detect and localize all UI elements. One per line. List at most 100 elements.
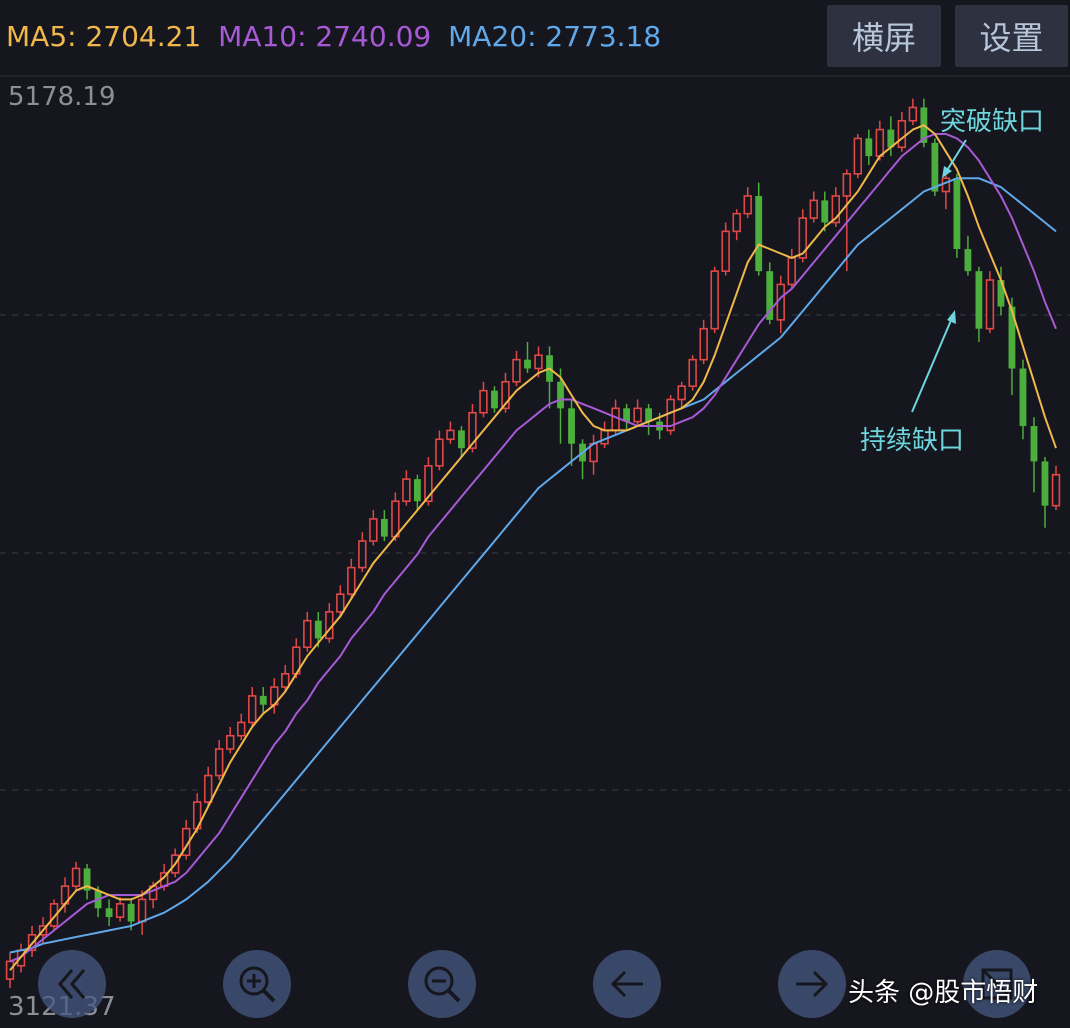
- candle: [897, 111, 907, 152]
- candle: [479, 381, 488, 418]
- candle: [821, 191, 829, 232]
- candle: [259, 687, 267, 714]
- candle-body: [534, 354, 543, 370]
- candle-body: [214, 748, 224, 777]
- candle-body: [71, 867, 81, 887]
- candle-body: [137, 898, 147, 923]
- candle: [237, 713, 246, 741]
- candle: [853, 134, 863, 179]
- candle-body: [391, 500, 400, 538]
- candle-body: [303, 619, 312, 649]
- landscape-button[interactable]: 横屏: [827, 5, 941, 67]
- candle: [181, 819, 191, 860]
- candle-body: [787, 257, 796, 286]
- continuation-gap-arrowhead: [947, 310, 956, 324]
- candle-body: [743, 195, 752, 215]
- candle-body: [336, 593, 345, 613]
- candle: [953, 173, 961, 258]
- watermark: 头条 @股市悟财: [848, 978, 1039, 1008]
- ma5-line: [9, 124, 1057, 971]
- candle-body: [402, 478, 411, 503]
- y-max-label: 5178.19: [8, 82, 116, 112]
- candle: [831, 187, 841, 227]
- candle-body: [446, 429, 455, 441]
- candle: [557, 368, 564, 444]
- ma20-line: [9, 177, 1057, 954]
- candle: [369, 510, 378, 546]
- jump-start-button[interactable]: [38, 950, 106, 1018]
- candle: [842, 169, 852, 272]
- candle: [446, 421, 455, 444]
- candle-body: [83, 868, 91, 891]
- candle: [225, 726, 235, 754]
- candle-body: [501, 380, 510, 410]
- candle: [776, 275, 785, 334]
- moving-averages: [9, 124, 1057, 971]
- continuation-gap-label: 持续缺口: [860, 426, 965, 456]
- candle-body: [369, 518, 378, 542]
- candle-body: [237, 721, 246, 737]
- candle-body: [875, 128, 885, 157]
- reset-button[interactable]: [963, 950, 1031, 1018]
- candle: [688, 355, 697, 391]
- candle-body: [424, 465, 433, 503]
- candle-body: [49, 903, 59, 927]
- candle-body: [941, 177, 951, 193]
- candle: [865, 129, 873, 165]
- candle-body: [1030, 426, 1038, 462]
- candle-body: [524, 359, 531, 369]
- settings-button[interactable]: 设置: [955, 5, 1068, 67]
- candle: [491, 386, 498, 413]
- candle-body: [491, 390, 498, 409]
- candle-body: [358, 540, 367, 569]
- candle-body: [821, 200, 829, 223]
- candle: [908, 98, 918, 126]
- candle: [524, 341, 531, 373]
- candle: [458, 426, 465, 457]
- candle-body: [611, 407, 620, 432]
- candle-body: [413, 479, 421, 502]
- zoom-out-button[interactable]: [408, 950, 476, 1018]
- candle-body: [259, 695, 267, 705]
- candle-body: [347, 566, 356, 595]
- candle-body: [557, 381, 564, 409]
- double-chevron-left-icon: [58, 969, 86, 999]
- candle: [755, 182, 763, 276]
- scroll-left-button[interactable]: [593, 950, 661, 1018]
- candle-body: [468, 411, 477, 449]
- candle-body: [688, 358, 697, 388]
- candle: [325, 602, 334, 643]
- candle-body: [633, 407, 642, 423]
- candle-body: [1051, 473, 1061, 507]
- candle-body: [887, 129, 895, 148]
- candle-body: [225, 734, 235, 750]
- candle-body: [853, 137, 863, 175]
- candle: [721, 222, 730, 276]
- candle: [49, 899, 59, 931]
- breakaway-gap-arrowhead: [942, 166, 952, 178]
- candle: [623, 403, 631, 431]
- candle-body: [479, 389, 488, 414]
- candle: [270, 678, 279, 714]
- candle-body: [458, 430, 465, 449]
- scroll-right-button[interactable]: [778, 950, 846, 1018]
- candle: [579, 439, 586, 480]
- candle: [281, 664, 290, 692]
- candle: [214, 740, 224, 780]
- candle-body: [721, 230, 730, 272]
- candle-body: [710, 270, 719, 330]
- arrow-right-icon: [796, 970, 829, 998]
- candle-body: [281, 672, 290, 688]
- ma-legend: MA5: 2704.21 MA10: 2740.09 MA20: 2773.18: [6, 20, 669, 53]
- candle-body: [380, 518, 388, 537]
- candle: [83, 864, 91, 900]
- candle: [203, 766, 213, 807]
- zoom-in-button[interactable]: [223, 950, 291, 1018]
- annotation-arrows: [911, 139, 967, 413]
- candle: [589, 434, 598, 475]
- candle: [105, 899, 113, 926]
- candle: [501, 372, 510, 413]
- candle-body: [964, 249, 972, 272]
- candle: [336, 585, 345, 617]
